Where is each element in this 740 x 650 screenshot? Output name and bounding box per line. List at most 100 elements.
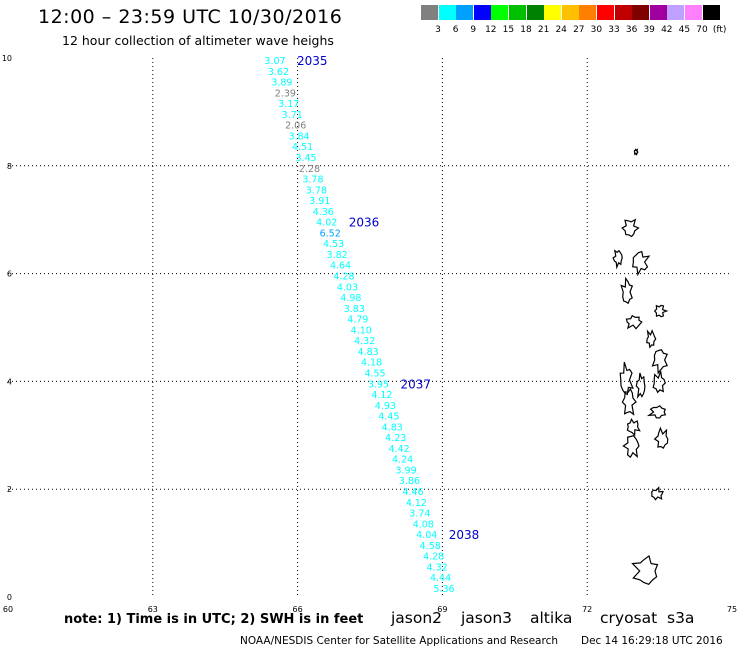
- satellite-jason2: jason2: [391, 609, 443, 627]
- color-scale-label: 33: [608, 25, 620, 35]
- wave-height-value: 3.62: [268, 67, 289, 78]
- wave-height-value: 4.44: [430, 573, 451, 584]
- wave-height-value: 3.86: [399, 476, 420, 487]
- wave-height-value: 4.53: [323, 239, 344, 250]
- island-outline: [612, 249, 623, 270]
- satellite-jason3: jason3: [461, 609, 513, 627]
- color-swatch: [702, 5, 720, 20]
- credit-line: NOAA/NESDIS Center for Satellite Applica…: [240, 635, 558, 647]
- x-tick-label: 69: [437, 605, 447, 614]
- wave-height-value: 4.98: [340, 293, 361, 304]
- color-swatch: [526, 5, 544, 20]
- island-outline: [620, 276, 634, 305]
- island-outline: [651, 486, 664, 501]
- color-scale-label: 15: [502, 25, 515, 35]
- y-tick-label: 8: [7, 162, 12, 171]
- wave-height-value: 3.45: [295, 153, 316, 164]
- wave-height-value: 3.82: [327, 250, 348, 261]
- wave-height-value: 4.83: [358, 347, 379, 358]
- color-scale-label: 6: [452, 25, 459, 35]
- wave-height-value: 2.28: [299, 164, 320, 175]
- island-outline: [633, 148, 639, 156]
- wave-height-value: 4.23: [385, 433, 406, 444]
- satellite-cryosat: cryosat: [600, 609, 658, 627]
- wave-height-value: 3.71: [282, 110, 303, 121]
- wave-height-value: 3.78: [306, 185, 327, 196]
- color-scale-label: 30: [590, 25, 603, 35]
- color-swatch: [614, 5, 632, 20]
- wave-height-value: 4.93: [375, 401, 396, 412]
- wave-height-value: 4.04: [416, 530, 437, 541]
- color-scale-label: 42: [661, 25, 673, 35]
- wave-height-value: 2.39: [275, 88, 296, 99]
- satellite-altika: altika: [530, 609, 573, 627]
- island-outline: [652, 371, 667, 394]
- wave-height-value: 4.18: [361, 358, 382, 369]
- wave-height-value: 3.78: [302, 175, 323, 186]
- color-swatch: [597, 5, 614, 20]
- wave-height-value: 4.51: [292, 142, 313, 153]
- x-tick-label: 63: [148, 605, 158, 614]
- color-swatch: [421, 5, 438, 20]
- wave-height-value: 3.07: [264, 56, 285, 67]
- color-swatch: [544, 5, 562, 20]
- x-tick-label: 72: [582, 605, 592, 614]
- color-scale-label: 45: [678, 25, 691, 35]
- color-swatch: [649, 5, 667, 20]
- wave-height-value: 4.55: [364, 368, 385, 379]
- color-swatch: [561, 5, 579, 20]
- wave-height-value: 4.32: [354, 336, 375, 347]
- wave-height-value: 4.12: [371, 390, 392, 401]
- color-scale-label: 39: [643, 25, 655, 35]
- color-swatch: [473, 5, 491, 20]
- y-tick-label: 4: [7, 377, 12, 386]
- color-scale-label: 27: [573, 25, 585, 35]
- y-tick-label: 0: [7, 593, 12, 602]
- map-title: 12:00 – 23:59 UTC 10/30/2016: [38, 6, 343, 28]
- color-swatch: [456, 5, 474, 20]
- island-outline: [626, 417, 641, 437]
- island-outline: [621, 218, 640, 238]
- island-outline: [619, 361, 634, 396]
- wave-height-value: 4.64: [330, 261, 351, 272]
- color-scale-label: 21: [537, 25, 550, 35]
- generated-timestamp: Dec 14 16:29:18 UTC 2016: [581, 635, 723, 647]
- island-outline: [635, 372, 646, 399]
- wave-height-value: 3.99: [395, 465, 416, 476]
- island-outline: [646, 405, 667, 419]
- wave-height-value: 3.95: [368, 379, 389, 390]
- wave-height-value: 4.12: [406, 498, 427, 509]
- wave-height-value: 4.03: [337, 282, 358, 293]
- wave-height-value: 3.91: [309, 196, 330, 207]
- color-swatch: [685, 5, 702, 20]
- island-outline: [651, 348, 669, 375]
- color-scale-label: 18: [520, 25, 532, 35]
- pass-time-label: 2035: [297, 54, 328, 68]
- island-outline: [622, 435, 640, 459]
- y-tick-label: 10: [2, 54, 12, 63]
- wave-height-value: 3.17: [278, 99, 299, 110]
- island-outline: [653, 426, 669, 449]
- wave-height-value: 4.79: [347, 315, 368, 326]
- wave-height-value: 6.52: [320, 228, 341, 239]
- color-swatch: [509, 5, 526, 20]
- pass-time-label: 2038: [449, 528, 480, 542]
- color-scale-label: 36: [625, 25, 638, 35]
- x-tick-label: 75: [727, 605, 737, 614]
- color-scale-label: 3: [435, 25, 441, 35]
- color-swatch: [667, 5, 685, 20]
- wave-height-value: 4.45: [378, 412, 399, 423]
- color-swatch: [579, 5, 597, 20]
- color-scale-label: 12: [485, 25, 497, 35]
- color-swatch: [632, 5, 650, 20]
- pass-time-label: 2036: [349, 216, 380, 230]
- pass-time-label: 2037: [400, 377, 431, 391]
- satellite-s3a: s3a: [667, 609, 695, 627]
- wave-height-value: 3.74: [409, 509, 430, 520]
- wave-height-value: 4.24: [392, 455, 413, 466]
- color-scale-label: 24: [555, 25, 567, 35]
- wave-height-value: 4.58: [420, 541, 441, 552]
- wave-height-value: 4.36: [313, 207, 334, 218]
- color-scale-label: (ft): [712, 25, 727, 35]
